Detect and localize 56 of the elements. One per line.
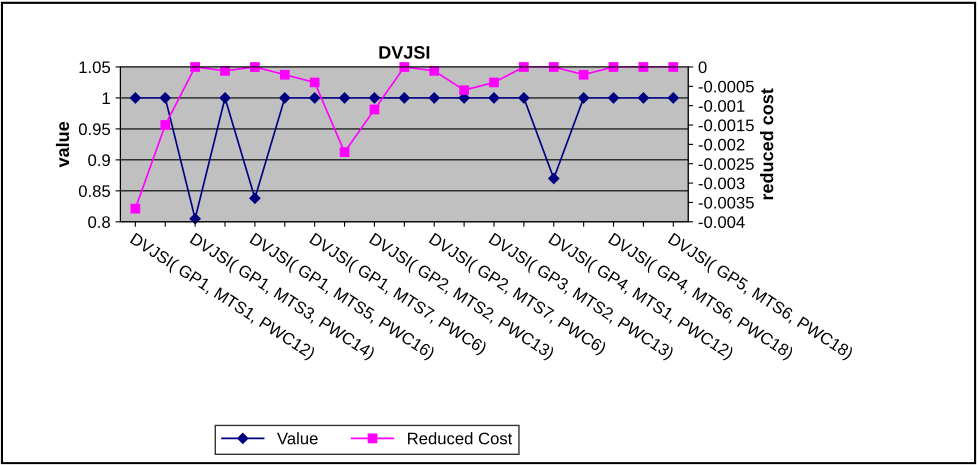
y2-tick-label: -0.001 <box>698 100 744 112</box>
point <box>668 62 678 72</box>
point <box>519 62 529 72</box>
point <box>190 213 201 224</box>
point <box>459 85 469 96</box>
y-tick-label: 1 <box>102 92 110 104</box>
point <box>250 62 260 72</box>
point <box>489 78 499 88</box>
y2-tick-label: -0.0035 <box>698 196 754 209</box>
point <box>668 92 679 104</box>
point <box>398 92 410 104</box>
point <box>310 78 320 88</box>
y2-axis-title: reduced cost <box>760 88 774 200</box>
point <box>578 70 588 80</box>
y-tick-label: 1.05 <box>80 61 110 74</box>
point <box>160 120 170 130</box>
point <box>399 62 410 72</box>
legend-label: Value <box>277 432 318 444</box>
point <box>548 172 560 184</box>
y2-tick-label: -0.004 <box>698 216 745 228</box>
y2-tick-label: -0.0005 <box>698 80 754 93</box>
point <box>368 92 380 104</box>
point <box>578 92 590 104</box>
chart-title: DVJSI <box>379 46 430 59</box>
y-tick-label: 0.95 <box>78 123 110 136</box>
point <box>488 92 500 104</box>
y2-tick-label: -0.002 <box>698 138 744 151</box>
point <box>428 92 440 104</box>
y-axis-title: value <box>56 122 70 168</box>
point <box>130 92 141 104</box>
y2-tick-label: -0.0025 <box>698 158 754 170</box>
point <box>338 92 350 104</box>
point <box>340 147 350 157</box>
point <box>219 92 231 104</box>
point <box>548 62 559 72</box>
y-tick-label: 0.85 <box>78 185 110 198</box>
y-tick-label: 0.8 <box>88 216 110 228</box>
y2-tick-label: -0.003 <box>698 177 744 190</box>
y2-tick-label: -0.0015 <box>698 119 754 132</box>
y-tick-label: 0.9 <box>88 154 110 166</box>
point <box>279 92 290 104</box>
point <box>130 204 140 214</box>
point <box>370 104 380 114</box>
point <box>518 92 530 104</box>
point <box>309 92 320 104</box>
point <box>608 62 618 72</box>
point <box>638 62 648 72</box>
point <box>608 92 620 104</box>
point <box>280 70 290 80</box>
point <box>160 92 171 104</box>
point <box>249 192 261 204</box>
y2-tick-label: 0 <box>698 61 707 74</box>
point <box>220 66 230 76</box>
point <box>638 92 650 104</box>
legend-label: Reduced Cost <box>408 432 512 444</box>
point <box>190 62 200 72</box>
